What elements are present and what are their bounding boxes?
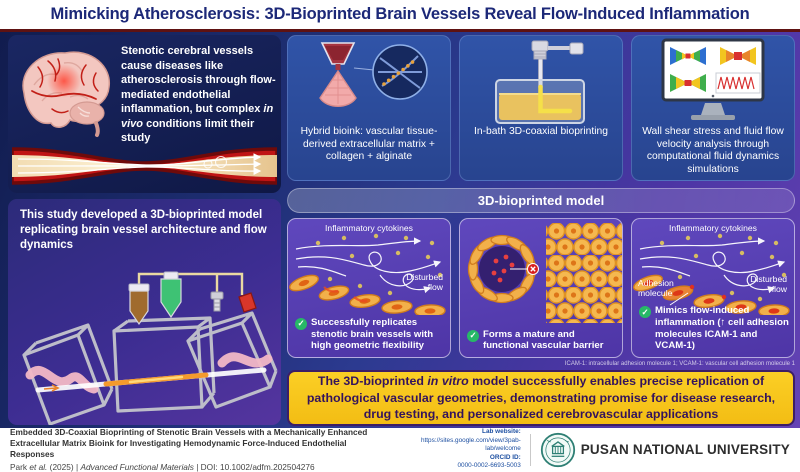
model-section-header: 3D-bioprinted model [287, 188, 795, 213]
lab-info: Lab website: https://sites.google.com/vi… [392, 428, 521, 471]
cytokines-label: Inflammatory cytokines [669, 223, 757, 233]
cytokines-label: Inflammatory cytokines [325, 223, 413, 233]
adhesion-molecule-label: Adhesion molecule [638, 278, 674, 298]
brain-illustration [22, 51, 110, 137]
method-caption: Wall shear stress and fluid flow velocit… [642, 126, 784, 175]
check-icon: ✓ [295, 317, 307, 330]
paper-title: Embedded 3D-Coaxial Bioprinting of Steno… [10, 427, 368, 459]
problem-text: Stenotic cerebral vessels cause diseases… [121, 45, 276, 145]
result-panel-barrier: ✓ Forms a mature and functional vascular… [459, 218, 623, 358]
bioprinter-illustration [22, 271, 278, 425]
abbreviation-footnote: ICAM-1: intracellular adhesion molecule … [564, 361, 795, 367]
method-caption: In-bath 3D-coaxial bioprinting [474, 126, 608, 137]
lab-website-url[interactable]: https://sites.google.com/view/3pab-lab/w… [420, 436, 521, 453]
paper-byline: Park et al. (2025) | Advanced Functional… [10, 461, 315, 472]
result-panel-stenosis: Inflammatory cytokines Disturbed flow ✓ … [287, 218, 451, 358]
orcid-value: 0000-0002-6693-5003 [457, 462, 521, 470]
title-bar: Mimicking Atherosclerosis: 3D-Bioprinted… [0, 0, 800, 29]
check-icon: ✓ [639, 306, 651, 319]
cfd-monitor-icon [661, 38, 765, 120]
university-name: PUSAN NATIONAL UNIVERSITY [580, 442, 790, 457]
solution-panel: This study developed a 3D-bioprinted mod… [8, 199, 281, 425]
footer-divider [529, 433, 531, 466]
flow-induced-inflammation-illustration [633, 233, 790, 315]
pusan-national-university-seal-icon [540, 432, 575, 467]
lab-website-label: Lab website: [482, 427, 521, 435]
method-panel-in-bath-printing: In-bath 3D-coaxial bioprinting [459, 35, 623, 181]
finding-inflammation: ✓ Mimics flow-induced inflammation (↑ ce… [639, 305, 791, 352]
check-icon: ✓ [467, 329, 479, 342]
footer: Embedded 3D-Coaxial Bioprinting of Steno… [0, 427, 800, 472]
disturbed-flow-label: Disturbed flow [406, 272, 443, 292]
university-branding: PUSAN NATIONAL UNIVERSITY [540, 432, 790, 468]
method-caption: Hybrid bioink: vascular tissue-derived e… [300, 126, 438, 163]
method-panel-bioink: Hybrid bioink: vascular tissue-derived e… [287, 35, 451, 181]
page-title: Mimicking Atherosclerosis: 3D-Bioprinted… [50, 5, 750, 23]
stenotic-vessel-illustration [12, 147, 277, 185]
orcid-label: ORCID ID: [489, 453, 521, 461]
method-panel-cfd: Wall shear stress and fluid flow velocit… [631, 35, 795, 181]
solution-text: This study developed a 3D-bioprinted mod… [20, 209, 267, 251]
result-panel-inflammation: Inflammatory cytokines Disturbed flow Ad… [631, 218, 795, 358]
graphical-abstract: Stenotic cerebral vessels cause diseases… [0, 29, 800, 428]
bioink-funnel-icon [319, 42, 428, 107]
conclusion-banner: The 3D-bioprinted in vitro model success… [287, 370, 795, 426]
vascular-barrier-illustration [467, 223, 622, 323]
problem-panel: Stenotic cerebral vessels cause diseases… [8, 35, 281, 193]
disturbed-flow-illustration [289, 233, 446, 315]
finding-barrier: ✓ Forms a mature and functional vascular… [467, 329, 619, 352]
in-bath-printing-icon [495, 40, 585, 124]
finding-stenosis: ✓ Successfully replicates stenotic brain… [295, 317, 447, 352]
disturbed-flow-label: Disturbed flow [750, 274, 787, 294]
paper-info: Embedded 3D-Coaxial Bioprinting of Steno… [10, 427, 383, 471]
